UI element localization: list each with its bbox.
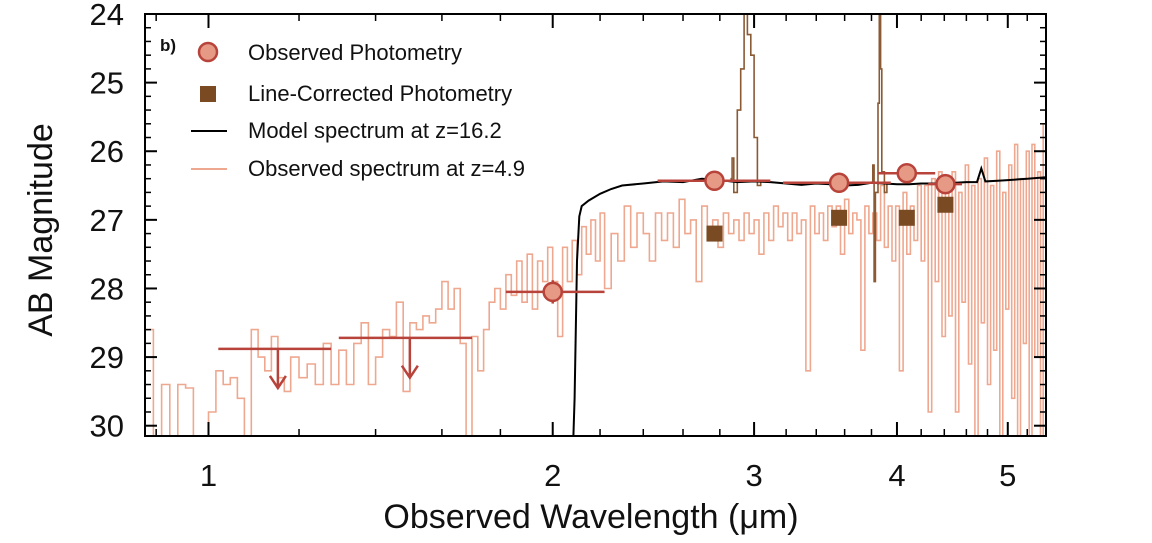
x-tick-label: 3 <box>745 458 762 493</box>
observed-photometry-point-4 <box>877 162 936 184</box>
legend-label-model-spectrum: Model spectrum at z=16.2 <box>248 118 502 143</box>
legend-marker-line-corrected <box>200 86 216 102</box>
point-marker <box>704 170 725 191</box>
y-tick-label: 26 <box>90 134 124 169</box>
upper-limit-arrow-head <box>268 375 287 391</box>
upper-limit-2 <box>338 336 473 380</box>
legend: Observed Photometry Line-Corrected Photo… <box>191 40 525 181</box>
x-tick-label: 2 <box>544 458 561 493</box>
line-corrected-point-1 <box>706 225 723 242</box>
y-tick-label: 24 <box>90 0 124 32</box>
upper-limit-arrow-head <box>400 364 419 380</box>
x-tick-label: 4 <box>888 458 905 493</box>
y-tick-label: 27 <box>90 203 124 238</box>
line-corrected-point-2 <box>831 209 848 226</box>
panel-label: b) <box>160 36 176 55</box>
emission-line-1 <box>730 14 762 194</box>
x-tick-label: 1 <box>200 458 217 493</box>
legend-label-line-corrected: Line-Corrected Photometry <box>248 81 512 106</box>
x-tick-label: 5 <box>999 458 1016 493</box>
line-corrected-point-3 <box>898 209 915 226</box>
observed-photometry-point-1 <box>505 280 605 304</box>
emission-line-2 <box>871 14 888 283</box>
line-corrected-point-4 <box>937 196 954 213</box>
y-tick-label: 25 <box>90 66 124 101</box>
axes-layer: 24 25 26 27 28 29 30 1 2 3 4 5 <box>90 0 1046 493</box>
legend-label-observed-spectrum: Observed spectrum at z=4.9 <box>248 156 525 181</box>
point-marker <box>828 172 850 194</box>
y-tick-label: 29 <box>90 340 124 375</box>
y-axis-title: AB Magnitude <box>22 123 60 337</box>
point-marker <box>542 281 563 303</box>
y-tick-label: 30 <box>90 409 124 444</box>
legend-marker-observed-photometry <box>197 41 219 63</box>
point-marker <box>896 162 918 184</box>
observed-photometry-point-3 <box>783 172 891 194</box>
point-marker <box>935 173 956 195</box>
plot-frame <box>144 13 1047 437</box>
y-tick-label: 28 <box>90 271 124 306</box>
markers-layer <box>218 162 963 391</box>
observed-photometry-point-5 <box>928 173 963 195</box>
legend-label-observed-photometry: Observed Photometry <box>248 40 462 65</box>
observed-photometry-point-2 <box>657 170 771 191</box>
x-axis-title: Observed Wavelength (μm) <box>383 498 798 536</box>
upper-limit-1 <box>218 347 332 391</box>
